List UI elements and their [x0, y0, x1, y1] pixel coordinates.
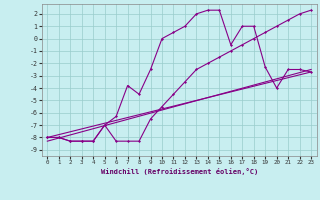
X-axis label: Windchill (Refroidissement éolien,°C): Windchill (Refroidissement éolien,°C) [100, 168, 258, 175]
